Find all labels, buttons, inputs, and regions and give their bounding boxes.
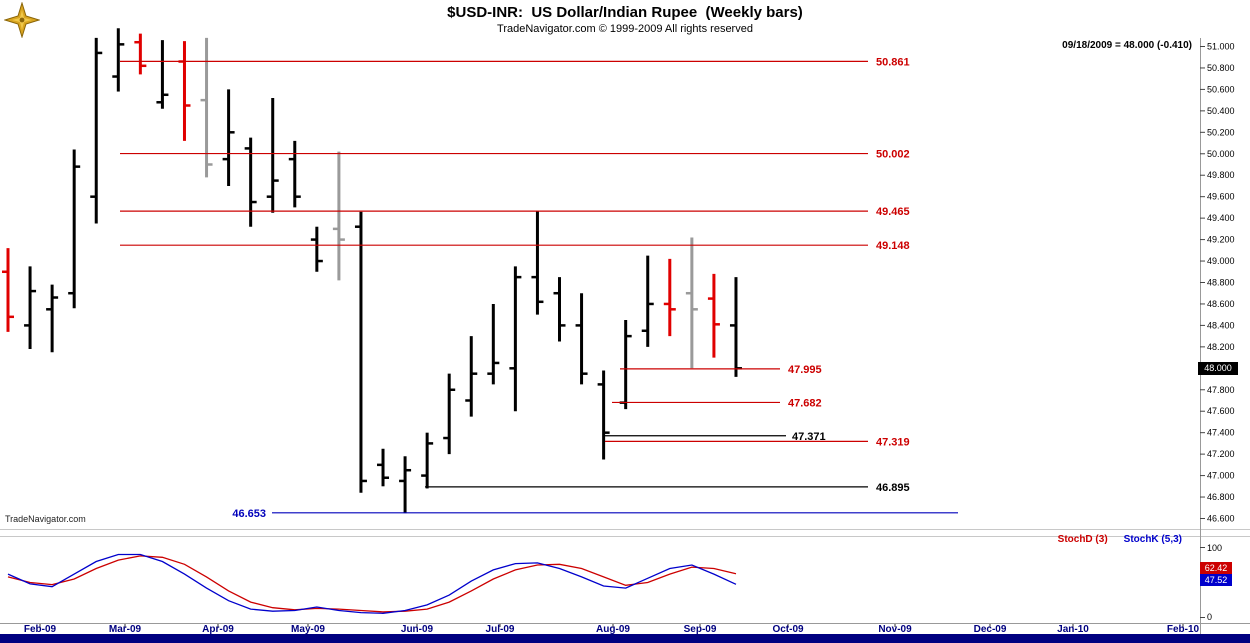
chart-title: $USD-INR: US Dollar/Indian Rupee (Weekly… bbox=[447, 4, 803, 21]
level-label: 47.371 bbox=[792, 431, 826, 443]
price-axis-label: 50.200 bbox=[1207, 127, 1235, 137]
level-label: 49.465 bbox=[876, 206, 910, 218]
time-axis-label: Sep-09 bbox=[683, 624, 717, 635]
price-axis-label: 48.400 bbox=[1207, 320, 1235, 330]
stoch-axis-100-label: 100 bbox=[1207, 543, 1223, 553]
price-axis-label: 48.200 bbox=[1207, 342, 1235, 352]
level-label: 50.861 bbox=[876, 56, 910, 68]
price-axis-label: 49.000 bbox=[1207, 256, 1235, 266]
level-label: 50.002 bbox=[876, 149, 910, 161]
stochk-label: StochK (5,3) bbox=[1123, 534, 1182, 545]
price-axis-label: 50.400 bbox=[1207, 106, 1235, 116]
time-axis-label: Oct-09 bbox=[772, 624, 804, 635]
time-axis-label: Apr-09 bbox=[202, 624, 234, 635]
price-axis-label: 46.600 bbox=[1207, 513, 1235, 523]
time-axis-label: Aug-09 bbox=[596, 624, 630, 635]
stochk-line bbox=[7, 553, 737, 614]
watermark: TradeNavigator.com bbox=[5, 514, 86, 524]
stoch-legend: StochD (3) StochK (5,3) bbox=[1058, 534, 1182, 545]
price-axis-label: 49.800 bbox=[1207, 170, 1235, 180]
level-label: 47.319 bbox=[876, 436, 910, 448]
price-axis-label: 48.800 bbox=[1207, 277, 1235, 287]
price-axis-label: 48.600 bbox=[1207, 299, 1235, 309]
time-axis-label: May-09 bbox=[291, 624, 325, 635]
time-axis-label: Nov-09 bbox=[878, 624, 912, 635]
stochd-value-badge: 62.42 bbox=[1200, 562, 1232, 574]
stochd-line bbox=[7, 555, 737, 613]
current-price-badge: 48.000 bbox=[1198, 362, 1238, 375]
price-axis-label: 51.000 bbox=[1207, 42, 1235, 52]
time-axis-label: Feb-09 bbox=[23, 624, 57, 635]
level-label: 46.653 bbox=[232, 508, 266, 520]
time-axis-label: Jun-09 bbox=[400, 624, 434, 635]
time-axis-label: Mar-09 bbox=[108, 624, 142, 635]
price-axis-label: 47.400 bbox=[1207, 428, 1235, 438]
price-axis-label: 49.400 bbox=[1207, 213, 1235, 223]
level-label: 47.995 bbox=[788, 364, 822, 376]
copyright-text: TradeNavigator.com © 1999-2009 All right… bbox=[497, 23, 753, 35]
stochd-label: StochD (3) bbox=[1057, 534, 1108, 545]
price-axis-label: 49.200 bbox=[1207, 235, 1235, 245]
gold-star-icon bbox=[3, 1, 41, 39]
time-axis-label: Feb-10 bbox=[1166, 624, 1200, 635]
level-label: 47.682 bbox=[788, 397, 822, 409]
price-axis-label: 47.800 bbox=[1207, 385, 1235, 395]
price-axis-label: 50.800 bbox=[1207, 63, 1235, 73]
price-axis-label: 46.800 bbox=[1207, 492, 1235, 502]
price-axis-label: 50.600 bbox=[1207, 84, 1235, 94]
price-axis-label: 49.600 bbox=[1207, 192, 1235, 202]
bottom-bar bbox=[0, 634, 1250, 643]
price-axis-label: 47.600 bbox=[1207, 406, 1235, 416]
time-axis-label: Jan-10 bbox=[1057, 624, 1089, 635]
price-axis-label: 47.000 bbox=[1207, 471, 1235, 481]
stochk-value-badge: 47.52 bbox=[1200, 574, 1232, 586]
trade-navigator-logo bbox=[3, 1, 41, 39]
time-axis-label: Jul-09 bbox=[485, 624, 515, 635]
quote-info: 09/18/2009 = 48.000 (-0.410) bbox=[1062, 40, 1192, 51]
time-axis-label: Dec-09 bbox=[973, 624, 1007, 635]
level-label: 49.148 bbox=[876, 240, 910, 252]
price-axis-label: 50.000 bbox=[1207, 149, 1235, 159]
level-label: 46.895 bbox=[876, 482, 910, 494]
price-axis-label: 47.200 bbox=[1207, 449, 1235, 459]
stoch-axis-0-label: 0 bbox=[1207, 612, 1213, 622]
